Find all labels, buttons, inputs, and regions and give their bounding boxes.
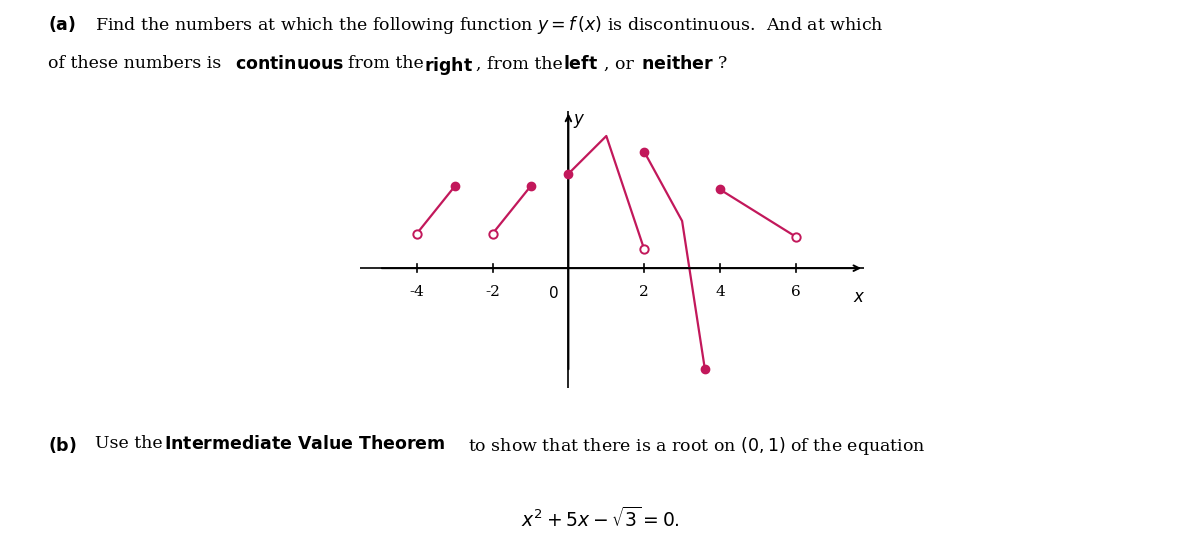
Text: $x^2 + 5x - \sqrt{3} = 0.$: $x^2 + 5x - \sqrt{3} = 0.$	[521, 507, 679, 531]
Text: -2: -2	[485, 285, 500, 300]
Text: $\mathbf{Intermediate\ Value\ Theorem}$: $\mathbf{Intermediate\ Value\ Theorem}$	[164, 435, 445, 453]
Text: ?: ?	[718, 55, 727, 73]
Text: $\mathbf{(b)}$: $\mathbf{(b)}$	[48, 435, 77, 455]
Text: $\mathbf{right}$: $\mathbf{right}$	[424, 55, 473, 78]
Text: , or: , or	[604, 55, 638, 73]
Text: $\mathbf{left}$: $\mathbf{left}$	[563, 55, 598, 73]
Text: Find the numbers at which the following function $y = f\,(x)$ is discontinuous. : Find the numbers at which the following …	[95, 14, 883, 36]
Text: $y$: $y$	[572, 112, 586, 130]
Text: $x$: $x$	[853, 289, 865, 306]
Text: from the: from the	[348, 55, 430, 73]
Text: 2: 2	[640, 285, 649, 300]
Text: -4: -4	[409, 285, 425, 300]
Text: 4: 4	[715, 285, 725, 300]
Text: , from the: , from the	[476, 55, 569, 73]
Text: to show that there is a root on $(0, 1)$ of the equation: to show that there is a root on $(0, 1)$…	[468, 435, 925, 457]
Text: of these numbers is: of these numbers is	[48, 55, 227, 73]
Text: Use the: Use the	[95, 435, 168, 452]
Text: $\mathbf{neither}$: $\mathbf{neither}$	[641, 55, 714, 73]
Text: $\mathbf{continuous}$: $\mathbf{continuous}$	[235, 55, 344, 73]
Text: $\bf{(a)}$: $\bf{(a)}$	[48, 14, 76, 34]
Text: $0$: $0$	[548, 285, 559, 301]
Text: 6: 6	[791, 285, 800, 300]
